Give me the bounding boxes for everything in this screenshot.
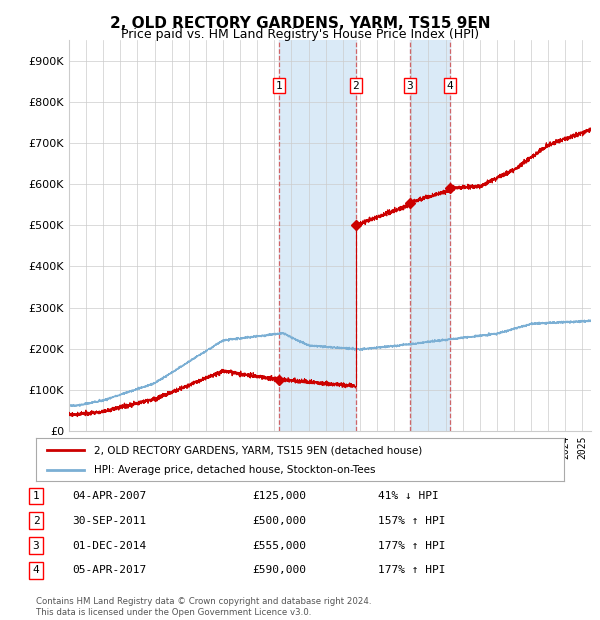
Text: £125,000: £125,000 (252, 491, 306, 501)
Text: 2: 2 (32, 516, 40, 526)
Text: Price paid vs. HM Land Registry's House Price Index (HPI): Price paid vs. HM Land Registry's House … (121, 28, 479, 41)
Text: £500,000: £500,000 (252, 516, 306, 526)
Text: 4: 4 (446, 81, 453, 91)
Text: 177% ↑ HPI: 177% ↑ HPI (378, 541, 445, 551)
Text: 2, OLD RECTORY GARDENS, YARM, TS15 9EN: 2, OLD RECTORY GARDENS, YARM, TS15 9EN (110, 16, 490, 30)
Bar (410, 40, 450, 431)
Text: 4: 4 (32, 565, 40, 575)
Text: 04-APR-2007: 04-APR-2007 (72, 491, 146, 501)
Text: 2, OLD RECTORY GARDENS, YARM, TS15 9EN (detached house): 2, OLD RECTORY GARDENS, YARM, TS15 9EN (… (94, 445, 422, 455)
Text: 05-APR-2017: 05-APR-2017 (72, 565, 146, 575)
Text: HPI: Average price, detached house, Stockton-on-Tees: HPI: Average price, detached house, Stoc… (94, 465, 376, 475)
Text: £555,000: £555,000 (252, 541, 306, 551)
Text: 1: 1 (275, 81, 282, 91)
Text: 1: 1 (32, 491, 40, 501)
Text: 157% ↑ HPI: 157% ↑ HPI (378, 516, 445, 526)
Text: Contains HM Land Registry data © Crown copyright and database right 2024.
This d: Contains HM Land Registry data © Crown c… (36, 598, 371, 617)
Text: 3: 3 (407, 81, 413, 91)
Text: 177% ↑ HPI: 177% ↑ HPI (378, 565, 445, 575)
Text: £590,000: £590,000 (252, 565, 306, 575)
Text: 2: 2 (352, 81, 359, 91)
Text: 01-DEC-2014: 01-DEC-2014 (72, 541, 146, 551)
Text: 3: 3 (32, 541, 40, 551)
Text: 41% ↓ HPI: 41% ↓ HPI (378, 491, 439, 501)
Text: 30-SEP-2011: 30-SEP-2011 (72, 516, 146, 526)
Bar (278, 40, 356, 431)
